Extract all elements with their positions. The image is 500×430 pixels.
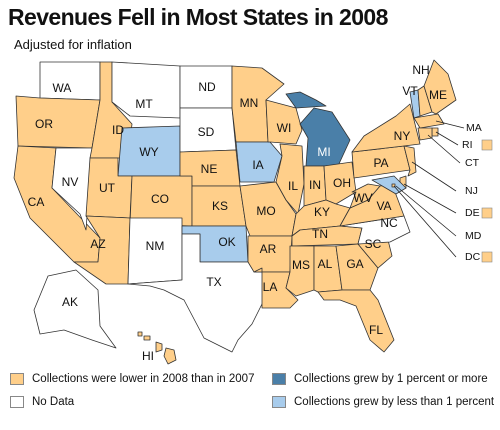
- state-label-va: VA: [376, 199, 391, 213]
- state-oh: [323, 161, 357, 205]
- state-fl: [317, 289, 395, 353]
- state-label-md: MD: [465, 230, 482, 242]
- state-label-wv: WV: [353, 191, 372, 205]
- map-title: Revenues Fell in Most States in 2008: [8, 4, 388, 30]
- state-ma: [413, 113, 445, 129]
- state-label-fl: FL: [369, 323, 383, 337]
- legend-label-lower: Collections were lower in 2008 than in 2…: [32, 373, 255, 385]
- state-swatch-de: [481, 207, 493, 219]
- state-label-pa: PA: [373, 156, 388, 170]
- state-label-ky: KY: [314, 205, 330, 219]
- legend-label-grew-1-or-more: Collections grew by 1 percent or more: [294, 373, 488, 385]
- state-or: [15, 95, 101, 149]
- state-label-ct: CT: [465, 157, 480, 169]
- state-label-la: LA: [263, 280, 278, 294]
- state-label-az: AZ: [90, 237, 105, 251]
- state-label-nj: NJ: [465, 185, 478, 197]
- state-label-wi: WI: [277, 121, 292, 135]
- state-ia: [235, 141, 283, 183]
- legend-swatch-grew-1-or-more: [272, 373, 286, 385]
- state-label-or: OR: [35, 117, 53, 131]
- state-label-wa: WA: [53, 81, 72, 95]
- state-nj: [403, 145, 417, 177]
- state-label-mt: MT: [135, 97, 153, 111]
- state-label-ar: AR: [260, 242, 277, 256]
- legend-swatch-no-data: [10, 396, 24, 408]
- state-label-ks: KS: [212, 199, 228, 213]
- state-swatch-dc: [481, 251, 493, 263]
- state-label-ga: GA: [346, 257, 363, 271]
- state-label-ms: MS: [292, 258, 310, 272]
- state-label-hi: HI: [142, 349, 154, 363]
- state-label-me: ME: [429, 88, 447, 102]
- state-label-ak: AK: [62, 295, 78, 309]
- leader-line-dc: [393, 185, 457, 258]
- state-label-de: DE: [465, 207, 480, 219]
- leader-line-de: [403, 183, 457, 214]
- leader-line-ma: [435, 120, 465, 129]
- state-label-tn: TN: [312, 227, 328, 241]
- state-label-tx: TX: [206, 275, 221, 289]
- state-label-nc: NC: [380, 216, 398, 230]
- state-hi: [137, 331, 177, 365]
- state-il: [275, 143, 305, 215]
- state-label-al: AL: [318, 257, 333, 271]
- leader-line-ct: [427, 134, 461, 164]
- state-label-id: ID: [112, 123, 124, 137]
- state-wv: [349, 183, 381, 209]
- state-label-vt: VT: [402, 84, 418, 98]
- map-subtitle: Adjusted for inflation: [14, 37, 132, 52]
- state-tx: [127, 233, 265, 353]
- state-label-ia: IA: [252, 158, 263, 172]
- leader-line-nj: [411, 161, 457, 192]
- legend-item-grew-1-or-more: Collections grew by 1 percent or more: [272, 373, 488, 385]
- legend-swatch-lower: [10, 373, 24, 385]
- state-ny: [351, 103, 421, 153]
- legend-item-no-data: No Data: [10, 396, 74, 408]
- leader-line-ri: [435, 131, 459, 146]
- state-label-in: IN: [309, 178, 321, 192]
- state-label-mn: MN: [240, 96, 259, 110]
- state-label-co: CO: [151, 192, 169, 206]
- state-label-il: IL: [288, 179, 298, 193]
- state-label-mo: MO: [256, 204, 275, 218]
- legend-item-lower: Collections were lower in 2008 than in 2…: [10, 373, 254, 385]
- state-label-sc: SC: [365, 237, 382, 251]
- state-label-ca: CA: [28, 195, 45, 209]
- state-swatch-ri: [481, 139, 493, 151]
- state-label-nm: NM: [146, 239, 165, 253]
- legend-item-grew-less-than-1: Collections grew by less than 1 percent: [272, 396, 494, 408]
- state-label-ny: NY: [394, 129, 411, 143]
- state-mi: [285, 91, 351, 167]
- state-label-ne: NE: [201, 162, 218, 176]
- state-label-mi: MI: [317, 145, 330, 159]
- state-label-wy: WY: [139, 145, 158, 159]
- state-label-nv: NV: [62, 175, 79, 189]
- state-label-dc: DC: [465, 251, 481, 263]
- legend-swatch-grew-less-than-1: [272, 396, 286, 408]
- state-mt: [111, 61, 181, 119]
- state-nv: [51, 147, 93, 231]
- state-me: [423, 59, 457, 115]
- state-ak: [33, 269, 117, 349]
- legend-label-no-data: No Data: [32, 396, 75, 408]
- state-ct: [417, 127, 433, 141]
- state-label-ut: UT: [99, 181, 116, 195]
- state-label-ma: MA: [466, 122, 482, 134]
- state-label-sd: SD: [198, 125, 215, 139]
- state-label-nd: ND: [198, 80, 216, 94]
- state-label-ri: RI: [462, 139, 473, 151]
- state-label-nh: NH: [412, 63, 429, 77]
- legend-label-grew-less-than-1: Collections grew by less than 1 percent: [294, 396, 495, 408]
- state-label-oh: OH: [333, 176, 351, 190]
- leader-line-md: [395, 185, 457, 237]
- state-label-ok: OK: [218, 235, 235, 249]
- state-ri: [431, 127, 439, 137]
